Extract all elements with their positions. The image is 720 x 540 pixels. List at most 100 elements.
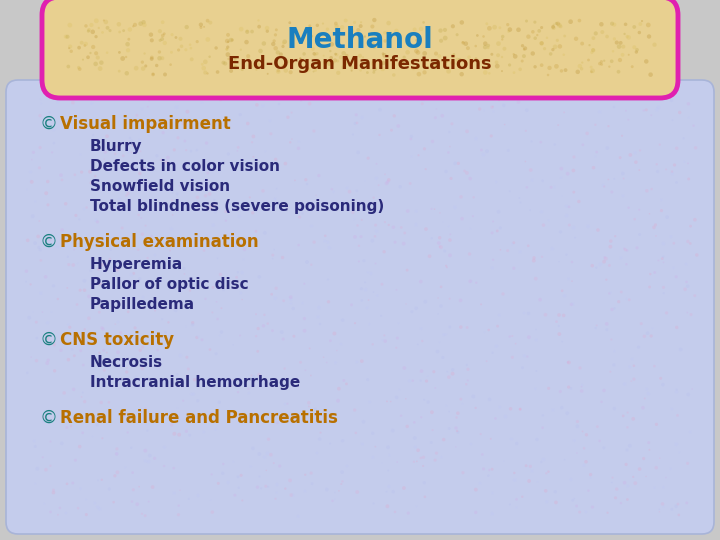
Point xyxy=(623,50,634,59)
Point xyxy=(318,19,329,28)
Point xyxy=(117,54,128,63)
Point xyxy=(383,220,395,229)
Point xyxy=(468,193,480,201)
Point xyxy=(556,192,567,200)
Point xyxy=(432,347,444,356)
Point xyxy=(71,300,83,309)
Point xyxy=(402,509,414,517)
Point xyxy=(685,222,696,231)
Point xyxy=(530,384,541,393)
Point xyxy=(486,465,498,474)
Point xyxy=(139,21,150,29)
Point xyxy=(74,65,86,73)
Point xyxy=(269,195,280,204)
Point xyxy=(459,167,470,176)
Point xyxy=(673,511,685,519)
Point xyxy=(227,375,238,384)
Point xyxy=(460,39,472,48)
Point xyxy=(572,422,583,430)
Point xyxy=(321,358,333,367)
Point xyxy=(147,483,158,491)
Point xyxy=(30,442,41,451)
Point xyxy=(508,469,520,477)
Point xyxy=(168,464,179,472)
Point xyxy=(140,447,151,455)
Point xyxy=(537,177,549,185)
Point xyxy=(578,444,590,453)
Point xyxy=(112,468,123,477)
Point xyxy=(430,383,441,392)
Point xyxy=(440,330,451,339)
Point xyxy=(226,382,238,390)
Point xyxy=(321,485,333,494)
Point xyxy=(269,245,280,254)
Point xyxy=(582,222,594,231)
Point xyxy=(64,323,76,332)
Point xyxy=(399,228,410,237)
Point xyxy=(325,53,337,62)
Point xyxy=(112,449,123,458)
Point xyxy=(445,174,456,183)
Point xyxy=(543,467,554,476)
Point xyxy=(117,224,128,232)
Point xyxy=(253,273,265,281)
Point xyxy=(642,329,653,338)
Point xyxy=(87,43,99,51)
Point xyxy=(341,462,353,470)
Point xyxy=(686,384,698,393)
Point xyxy=(595,57,607,66)
Point xyxy=(21,185,32,194)
Point xyxy=(536,39,547,48)
Point xyxy=(570,35,582,43)
Point xyxy=(86,432,98,441)
Point xyxy=(451,427,463,435)
Point xyxy=(112,142,123,151)
Point xyxy=(683,99,694,108)
Point xyxy=(594,59,606,68)
Point xyxy=(272,68,284,76)
Point xyxy=(594,107,606,116)
Point xyxy=(286,491,297,500)
Point xyxy=(248,132,259,141)
Point xyxy=(410,304,422,313)
Point xyxy=(595,20,607,29)
Point xyxy=(629,43,640,52)
Point xyxy=(68,245,80,254)
Point xyxy=(564,221,575,230)
Point xyxy=(672,500,684,509)
Point xyxy=(639,332,650,341)
Point xyxy=(424,252,436,260)
Point xyxy=(192,396,204,405)
Point xyxy=(161,179,172,187)
Point xyxy=(410,40,421,49)
Point xyxy=(374,37,385,45)
Point xyxy=(658,502,670,511)
Point xyxy=(536,207,547,216)
Point xyxy=(621,246,633,255)
Point xyxy=(120,53,132,62)
Point xyxy=(336,23,348,32)
Point xyxy=(174,486,186,495)
Point xyxy=(58,389,70,397)
Point xyxy=(311,57,323,65)
Point xyxy=(387,488,399,496)
Point xyxy=(607,47,618,56)
Point xyxy=(35,111,46,120)
Point xyxy=(532,477,544,486)
Point xyxy=(543,216,554,225)
Point xyxy=(565,384,577,393)
Point xyxy=(508,68,520,77)
Point xyxy=(450,442,462,451)
Point xyxy=(610,494,621,502)
Point xyxy=(466,277,477,286)
Point xyxy=(486,510,498,518)
Point xyxy=(377,336,388,345)
Point xyxy=(305,260,317,269)
Point xyxy=(524,206,536,214)
Point xyxy=(186,123,197,132)
Point xyxy=(212,315,223,323)
Point xyxy=(81,510,92,519)
Point xyxy=(221,37,233,45)
Point xyxy=(151,61,163,70)
Point xyxy=(166,224,177,233)
